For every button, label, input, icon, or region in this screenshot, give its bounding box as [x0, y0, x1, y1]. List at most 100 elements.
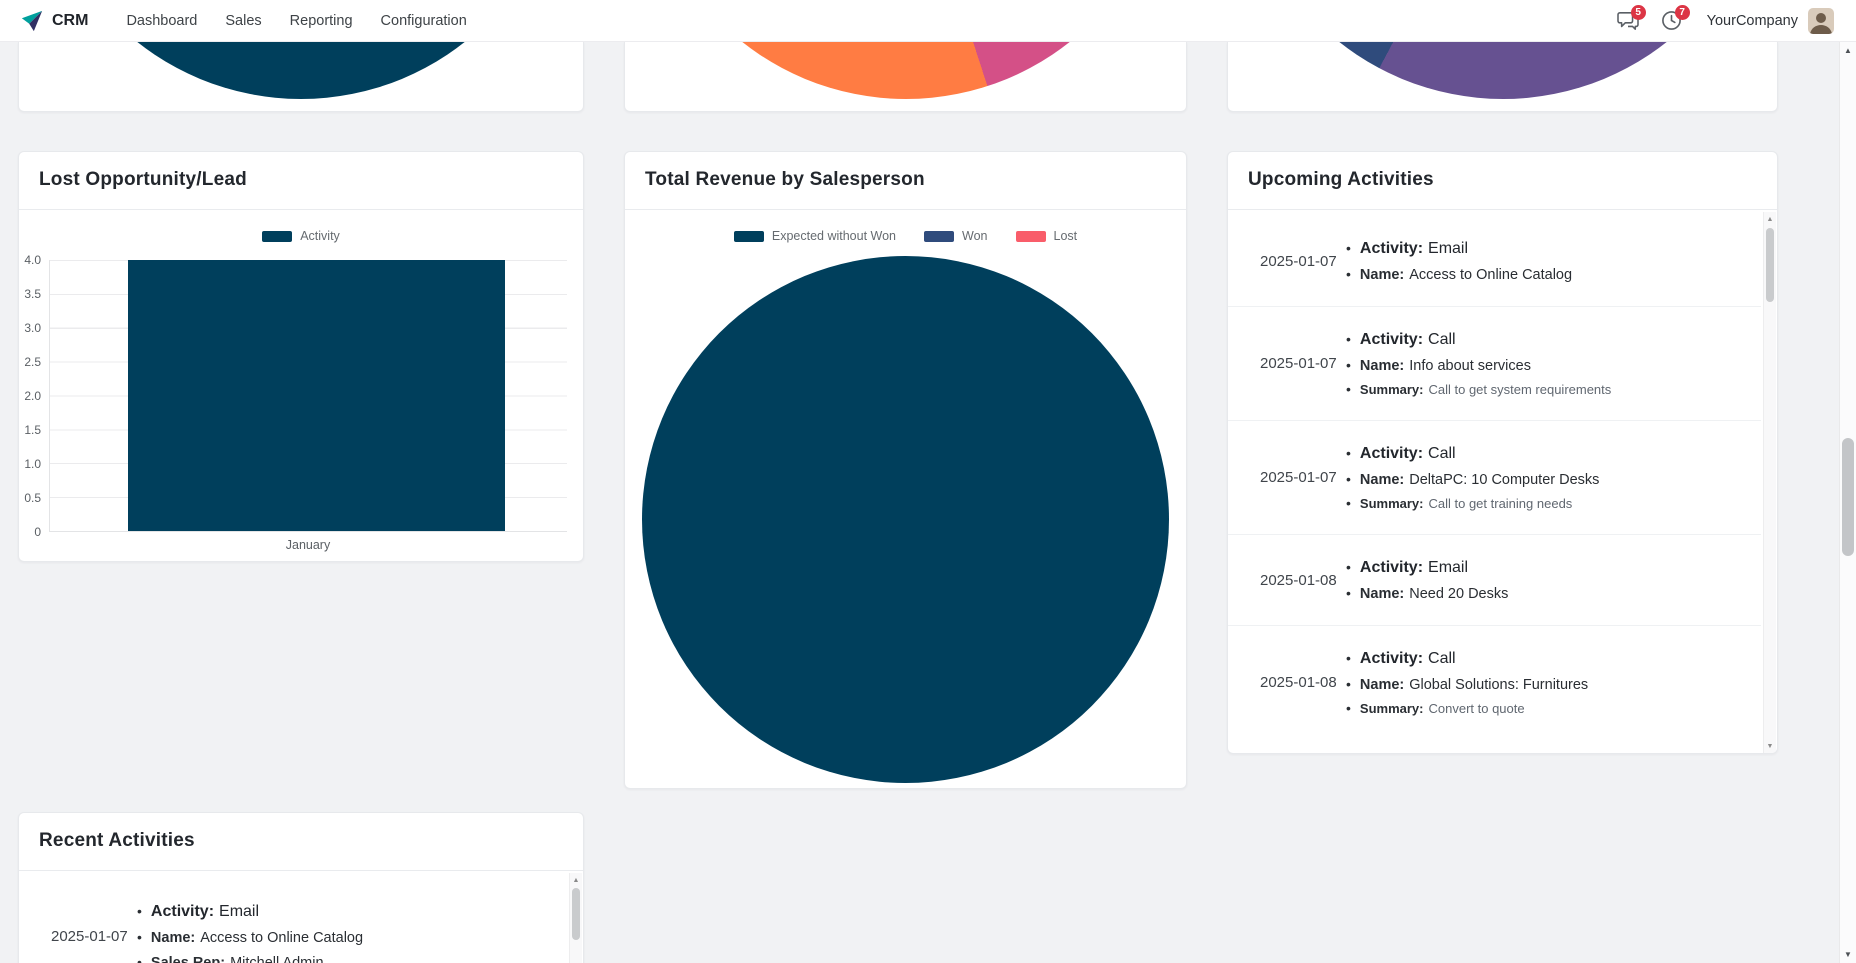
card-header: Total Revenue by Salesperson [625, 152, 1186, 210]
activity-list-item[interactable]: 2025-01-07 • Activity: Call • Name: Info about… [1228, 307, 1761, 421]
legend-swatch [1015, 230, 1046, 242]
scroll-up-arrow[interactable]: ▲ [1766, 215, 1774, 223]
legend-item[interactable]: Activity [262, 229, 340, 243]
clock-icon [1662, 11, 1682, 30]
scroll-up-arrow[interactable]: ▲ [1844, 46, 1852, 55]
chart-legend: Expected without Won Won Lost [625, 226, 1186, 246]
legend-swatch [924, 230, 955, 242]
activity-line-value: Global Solutions: Furnitures [1409, 677, 1589, 693]
middle-row: Lost Opportunity/Lead Activity 4.0 3.5 3.0… [18, 151, 1839, 789]
activity-line-value: Info about services [1409, 358, 1531, 374]
card-header: Recent Activities [19, 813, 583, 871]
menu-item-sales[interactable]: Sales [225, 12, 262, 29]
activity-line-value: Mitchell Admin [230, 955, 324, 963]
menu-item-reporting[interactable]: Reporting [289, 12, 353, 29]
activity-list-item[interactable]: 2025-01-07 • Activity: Call • Name: DeltaPC: 1… [1228, 421, 1761, 535]
activity-details: • Activity: Call • Name: Global Solutions: Fu… [1346, 646, 1717, 719]
activity-line-label: Activity: [1359, 650, 1424, 667]
scrollbar-thumb[interactable] [572, 888, 580, 940]
pie-chart-cropped-2[interactable] [642, 42, 1169, 99]
activity-rows: 2025-01-07 • Activity: Email • Name: Access to… [19, 879, 583, 963]
activity-line-label: Activity: [1359, 559, 1424, 576]
activities-button[interactable]: 7 [1653, 2, 1691, 40]
activity-line-activity: • Activity: Email [1346, 555, 1717, 580]
activity-line-label: Activity: [1359, 331, 1424, 348]
avatar-icon [1808, 7, 1834, 34]
legend-swatch [262, 230, 293, 242]
legend-item[interactable]: Expected without Won [733, 229, 897, 243]
bullet-icon: • [1346, 240, 1351, 256]
scroll-up-arrow[interactable]: ▲ [572, 876, 580, 884]
pie-chart-total-revenue[interactable] [642, 256, 1169, 783]
activity-line-value: Call [1428, 445, 1456, 462]
activity-details: • Activity: Email • Name: Access to Online Ca… [1346, 236, 1717, 286]
activity-list-item[interactable]: 2025-01-08 • Activity: Call • Name: Global Sol… [1228, 626, 1761, 739]
bullet-icon: • [137, 954, 142, 963]
chart-bar-activity[interactable] [127, 260, 505, 531]
messages-badge: 5 [1630, 4, 1646, 20]
bullet-icon: • [1346, 471, 1351, 487]
activity-line-label: Summary: [1359, 496, 1424, 511]
card-recent-activities: Recent Activities 2025-01-07 • Activity: Em… [18, 812, 584, 963]
crm-app-logo-icon [21, 10, 43, 31]
list-scrollbar[interactable]: ▲ ▼ [569, 873, 582, 963]
card-total-revenue-by-salesperson: Total Revenue by Salesperson Expected wi… [624, 151, 1187, 789]
menu-item-dashboard[interactable]: Dashboard [126, 12, 198, 29]
activity-details: • Activity: Email • Name: Access to Online Ca… [137, 899, 523, 963]
activity-line-label: Name: [1359, 586, 1405, 602]
window-scrollbar[interactable]: ▲ ▼ [1839, 42, 1856, 963]
y-axis-tick-label: 1.0 [24, 457, 41, 471]
activity-line-name: • Name: Global Solutions: Furnitures [1346, 673, 1717, 696]
y-axis-tick-label: 2.5 [24, 355, 41, 369]
bar-chart-lost-opportunity-lead: 4.0 3.5 3.0 2.5 2.0 1.5 1.0 0.5 0 January [19, 253, 567, 558]
y-axis-tick-label: 4.0 [24, 253, 41, 267]
activity-date: 2025-01-07 [1260, 252, 1337, 270]
legend-item[interactable]: Lost [1015, 229, 1077, 243]
activity-list-item[interactable]: 2025-01-07 • Activity: Email • Name: Access to… [19, 879, 567, 963]
bottom-row: Recent Activities 2025-01-07 • Activity: Em… [18, 812, 1839, 963]
card-title-total-revenue: Total Revenue by Salesperson [645, 169, 925, 190]
pie-chart-cropped-3[interactable] [1239, 42, 1766, 99]
activity-line-activity: • Activity: Call [1346, 441, 1717, 466]
messages-button[interactable]: 5 [1609, 2, 1647, 40]
bullet-icon: • [1346, 357, 1351, 373]
activity-line-label: Name: [1359, 267, 1405, 283]
menu-item-configuration[interactable]: Configuration [380, 12, 467, 29]
y-axis-tick-label: 2.0 [24, 389, 41, 403]
company-name: YourCompany [1706, 12, 1798, 29]
activity-date: 2025-01-07 [1260, 469, 1337, 486]
list-scrollbar[interactable]: ▲ ▼ [1763, 212, 1776, 753]
activity-line-value: Access to Online Catalog [1409, 267, 1573, 283]
card-cropped-pie-1 [18, 42, 584, 112]
card-lost-opportunity-lead: Lost Opportunity/Lead Activity 4.0 3.5 3.0… [18, 151, 584, 562]
activity-line-value: Access to Online Catalog [200, 930, 364, 946]
activity-line-activity: • Activity: Email [137, 899, 523, 924]
main-menu: Dashboard Sales Reporting Configuration [112, 2, 480, 40]
scrollbar-thumb[interactable] [1766, 228, 1774, 302]
legend-item[interactable]: Won [924, 229, 988, 243]
bullet-icon: • [1346, 381, 1351, 397]
y-axis-tick-label: 3.0 [24, 321, 41, 335]
apps-menu-button[interactable]: CRM [12, 9, 96, 33]
pie-chart-cropped-1[interactable] [37, 42, 565, 99]
legend-label: Expected without Won [771, 229, 897, 243]
top-navbar: CRM Dashboard Sales Reporting Configuration… [0, 0, 1856, 42]
card-header: Upcoming Activities [1228, 152, 1777, 210]
scrollbar-thumb[interactable] [1842, 438, 1854, 556]
activity-date: 2025-01-07 [51, 928, 128, 945]
user-avatar [1808, 7, 1834, 34]
bullet-icon: • [1346, 700, 1351, 716]
bullet-icon: • [1346, 445, 1351, 461]
legend-label: Activity [300, 229, 340, 243]
scroll-down-arrow[interactable]: ▼ [1766, 742, 1774, 750]
activity-line-summary: • Summary: Call to get system requirements [1346, 379, 1717, 400]
activity-line-value: Email [1428, 240, 1469, 257]
activity-line-label: Activity: [1359, 445, 1424, 462]
activity-list-item[interactable]: 2025-01-08 • Activity: Email • Name: Need 20 D… [1228, 535, 1761, 626]
activity-line-value: Email [219, 903, 260, 920]
scroll-down-arrow[interactable]: ▼ [1844, 950, 1852, 959]
user-menu[interactable]: YourCompany [1697, 7, 1844, 34]
bullet-icon: • [1346, 585, 1351, 601]
activity-list-item[interactable]: 2025-01-07 • Activity: Email • Name: Access to… [1228, 216, 1761, 307]
activity-line-label: Activity: [150, 903, 215, 920]
